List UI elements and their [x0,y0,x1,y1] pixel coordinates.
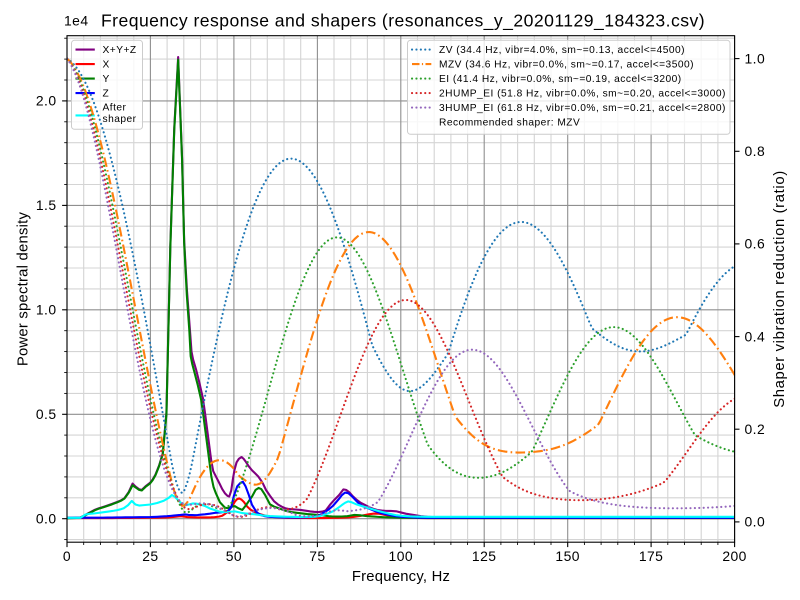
svg-text:After: After [103,102,127,113]
svg-text:0: 0 [63,548,71,564]
svg-text:100: 100 [389,548,414,564]
svg-text:0.6: 0.6 [745,236,766,252]
svg-text:EI (41.4 Hz, vibr=0.0%, sm~=0.: EI (41.4 Hz, vibr=0.0%, sm~=0.19, accel<… [439,74,682,85]
svg-text:Z: Z [103,89,110,100]
svg-text:Recommended shaper: MZV: Recommended shaper: MZV [439,118,580,129]
svg-text:0.8: 0.8 [745,143,766,159]
svg-text:1.0: 1.0 [36,302,57,318]
svg-text:0.5: 0.5 [36,406,57,422]
svg-text:shaper: shaper [103,114,137,125]
svg-text:50: 50 [226,548,242,564]
svg-text:2HUMP_EI (51.8 Hz, vibr=0.0%,: 2HUMP_EI (51.8 Hz, vibr=0.0%, sm~=0.20, … [439,89,726,100]
svg-text:ZV (34.4 Hz, vibr=4.0%, sm~=0.: ZV (34.4 Hz, vibr=4.0%, sm~=0.13, accel<… [439,45,685,56]
svg-text:X+Y+Z: X+Y+Z [103,45,137,56]
svg-text:0.0: 0.0 [745,514,766,530]
svg-text:75: 75 [309,548,325,564]
svg-text:2.0: 2.0 [36,93,57,109]
svg-text:MZV (34.6 Hz, vibr=0.0%, sm~=0: MZV (34.6 Hz, vibr=0.0%, sm~=0.17, accel… [439,60,694,71]
svg-text:200: 200 [722,548,747,564]
svg-text:Power spectral density: Power spectral density [16,211,32,366]
svg-text:1.5: 1.5 [36,197,57,213]
svg-text:1.0: 1.0 [745,50,766,66]
svg-text:0.4: 0.4 [745,328,766,344]
svg-text:175: 175 [639,548,664,564]
svg-text:3HUMP_EI (61.8 Hz, vibr=0.0%,: 3HUMP_EI (61.8 Hz, vibr=0.0%, sm~=0.21, … [439,103,726,114]
svg-text:125: 125 [472,548,497,564]
svg-text:1e4: 1e4 [64,13,89,29]
svg-text:X: X [103,60,110,71]
svg-text:0.0: 0.0 [36,511,57,527]
svg-text:Frequency response and shapers: Frequency response and shapers (resonanc… [101,10,705,31]
svg-text:Y: Y [103,74,110,85]
svg-text:Frequency, Hz: Frequency, Hz [352,569,450,585]
svg-text:Shaper vibration reduction (ra: Shaper vibration reduction (ratio) [772,170,788,408]
svg-text:150: 150 [555,548,580,564]
svg-text:25: 25 [142,548,158,564]
svg-text:0.2: 0.2 [745,421,766,437]
